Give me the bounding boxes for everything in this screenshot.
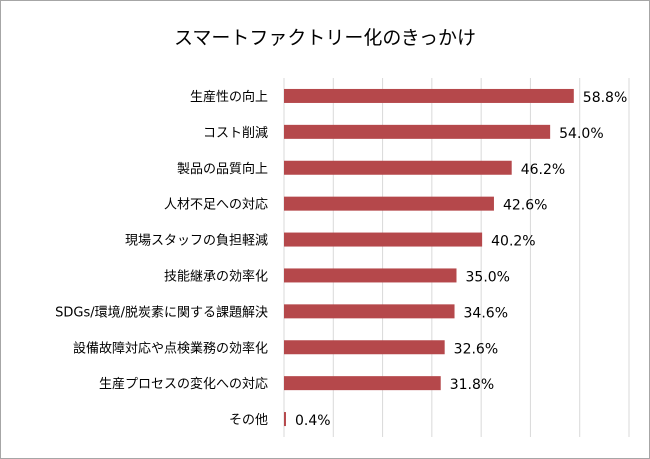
category-label: 技能継承の効率化 (164, 268, 268, 284)
data-label: 54.0% (559, 126, 603, 142)
data-label: 34.6% (464, 305, 508, 321)
data-label: 31.8% (450, 377, 494, 393)
category-label: 生産性の向上 (190, 89, 268, 105)
category-label: その他 (229, 413, 268, 428)
data-label: 0.4% (295, 413, 331, 429)
category-label: SDGs/環境/脱炭素に関する課題解決 (55, 304, 268, 320)
bar (284, 124, 551, 139)
value-labels: 58.8% 54.0% 46.2% 42.6% 40.2% 35.0% 34.6% 32.6%… (295, 90, 627, 429)
bar (284, 376, 441, 391)
bar (284, 340, 445, 355)
category-label: 人材不足への対応 (164, 198, 268, 213)
bar (284, 268, 457, 283)
data-label: 32.6% (454, 341, 498, 357)
bar (284, 304, 455, 319)
bar (284, 232, 483, 247)
data-label: 35.0% (466, 269, 510, 285)
category-label: 現場スタッフの負担軽減 (125, 233, 268, 249)
category-labels: 生産性の向上コスト削減製品の品質向上人材不足への対応現場スタッフの負担軽減技能継… (55, 89, 268, 428)
category-label: 製品の品質向上 (177, 161, 268, 177)
data-label: 42.6% (503, 198, 547, 214)
chart-title: スマートファクトリー化のきっかけ (174, 27, 476, 49)
category-label: 設備故障対応や点検業務の効率化 (73, 340, 268, 356)
bars (284, 88, 574, 427)
bar (284, 88, 574, 103)
category-label: コスト削減 (203, 125, 268, 141)
category-label: 生産プロセスの変化への対応 (99, 376, 268, 392)
bar (284, 412, 286, 427)
bar (284, 160, 512, 175)
data-label: 46.2% (521, 162, 565, 178)
data-label: 40.2% (491, 234, 535, 250)
data-label: 58.8% (583, 90, 627, 106)
bar (284, 196, 494, 211)
